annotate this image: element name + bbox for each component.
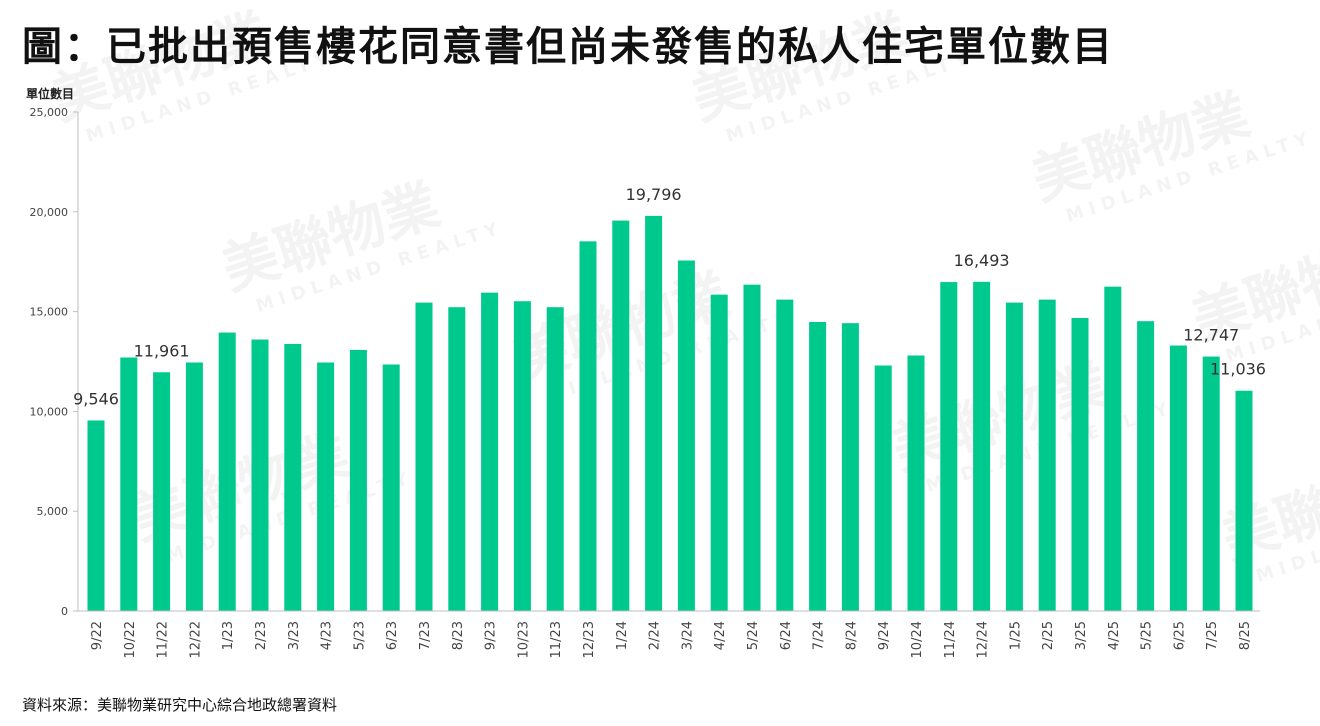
x-tick-label: 5/23 [352, 621, 367, 650]
x-tick-label: 8/23 [451, 621, 466, 650]
x-tick-label: 12/24 [976, 621, 991, 658]
bar [612, 220, 630, 611]
x-tick-label: 3/23 [287, 621, 302, 650]
bars [87, 215, 1253, 612]
y-axis: 0 5,000 10,000 15,000 20,000 25,000 [30, 106, 79, 618]
bar [1071, 317, 1089, 611]
watermark-logo: 美聯物業MIDLAND REALTY [884, 352, 1176, 497]
x-tick-label: 9/22 [90, 621, 105, 650]
bar [677, 260, 695, 611]
x-tick-label: 11/23 [549, 621, 564, 658]
x-tick-label: 1/24 [615, 621, 630, 650]
x-axis: 9/22 10/22 11/22 12/22 1/23 2/23 3/23 4/23 5/23 6… [78, 610, 1260, 658]
x-tick-label: 12/22 [188, 621, 203, 658]
x-tick-label: 11/22 [156, 621, 171, 658]
bar [907, 355, 925, 611]
x-tick-label: 10/23 [516, 621, 531, 658]
watermark-logo: 美聯物業MIDLAND REALTY [684, 2, 976, 147]
bar-chart: 美聯物業MIDLAND REALTY美聯物業MIDLAND REALTY美聯物業… [26, 2, 1320, 658]
bar [251, 339, 269, 611]
data-label: 9,546 [73, 389, 119, 408]
bar [382, 364, 400, 611]
bar [1137, 321, 1155, 611]
bar [940, 282, 958, 611]
bar [1038, 299, 1056, 611]
watermark-logo: 美聯物業MIDLAND REALTY [44, 2, 336, 147]
page-title: 圖：已批出預售樓花同意書但尚未發售的私人住宅單位數目 [22, 24, 1114, 70]
bar [87, 420, 105, 611]
x-tick-label: 11/24 [943, 621, 958, 658]
bar [809, 321, 827, 611]
y-tick-label: 15,000 [30, 306, 69, 319]
data-label: 11,961 [134, 341, 190, 360]
bar [349, 349, 367, 611]
data-label: 16,493 [954, 251, 1010, 270]
bar [284, 343, 302, 611]
x-tick-label: 4/23 [320, 621, 335, 650]
bar [546, 307, 564, 611]
bar [185, 362, 203, 611]
x-tick-label: 1/23 [221, 621, 236, 650]
y-tick-label: 25,000 [30, 106, 69, 119]
bar [579, 241, 597, 611]
bar [1202, 356, 1220, 611]
x-tick-label: 2/24 [648, 621, 663, 650]
x-tick-label: 7/24 [812, 621, 827, 650]
bar [415, 302, 433, 611]
x-tick-label: 6/24 [779, 621, 794, 650]
y-tick-label: 0 [61, 605, 68, 618]
data-label: 11,036 [1210, 360, 1266, 379]
y-tick-label: 20,000 [30, 206, 69, 219]
x-tick-label: 5/25 [1140, 621, 1155, 650]
x-tick-label: 1/25 [1008, 621, 1023, 650]
x-tick-label: 8/25 [1238, 621, 1253, 650]
bar [218, 332, 236, 611]
x-tick-label: 9/23 [484, 621, 499, 650]
x-tick-label: 5/24 [746, 621, 761, 650]
x-tick-label: 2/23 [254, 621, 269, 650]
x-tick-label: 2/25 [1041, 621, 1056, 650]
bar [973, 281, 991, 611]
x-tick-label: 10/24 [910, 621, 925, 658]
y-tick-label: 10,000 [30, 405, 69, 418]
x-tick-label: 9/24 [877, 621, 892, 650]
y-axis-label: 單位數目 [26, 86, 74, 101]
bar [874, 365, 892, 611]
bar [481, 292, 499, 611]
watermark-logo: 美聯物業MIDLAND REALTY [214, 172, 506, 317]
bar [743, 284, 761, 611]
x-tick-label: 3/24 [680, 621, 695, 650]
x-tick-label: 4/25 [1107, 621, 1122, 650]
bar [1235, 390, 1253, 611]
data-label: 12,747 [1183, 326, 1239, 345]
bar [1104, 286, 1122, 611]
x-tick-label: 4/24 [713, 621, 728, 650]
bar [841, 323, 859, 611]
x-tick-label: 8/24 [844, 621, 859, 650]
x-tick-label: 12/23 [582, 621, 597, 658]
bar [513, 301, 531, 611]
bar [776, 299, 794, 611]
data-labels: 9,546 11,961 19,796 16,493 12,747 11,036 [73, 185, 1266, 409]
data-label: 19,796 [626, 185, 682, 204]
watermark-logo: 美聯物業MIDLAND REALTY [1184, 222, 1320, 367]
watermark-logo: 美聯物業MIDLAND REALTY [1024, 82, 1316, 227]
x-tick-label: 6/23 [385, 621, 400, 650]
bar [153, 372, 171, 611]
x-tick-label: 7/25 [1205, 621, 1220, 650]
watermark-logo: 美聯物業MIDLAND REALTY [1214, 442, 1320, 587]
bar [710, 294, 728, 611]
bar [1005, 302, 1023, 611]
bar [120, 357, 138, 611]
bar [448, 307, 466, 611]
bar [1169, 345, 1187, 611]
bar [645, 215, 663, 612]
x-tick-label: 10/22 [123, 621, 138, 658]
bar [317, 362, 335, 611]
source-note: 資料來源：美聯物業研究中心綜合地政總署資料 [22, 696, 338, 714]
y-tick-label: 5,000 [37, 505, 69, 518]
x-tick-label: 3/25 [1074, 621, 1089, 650]
x-tick-label: 7/23 [418, 621, 433, 650]
x-tick-label: 6/25 [1172, 621, 1187, 650]
